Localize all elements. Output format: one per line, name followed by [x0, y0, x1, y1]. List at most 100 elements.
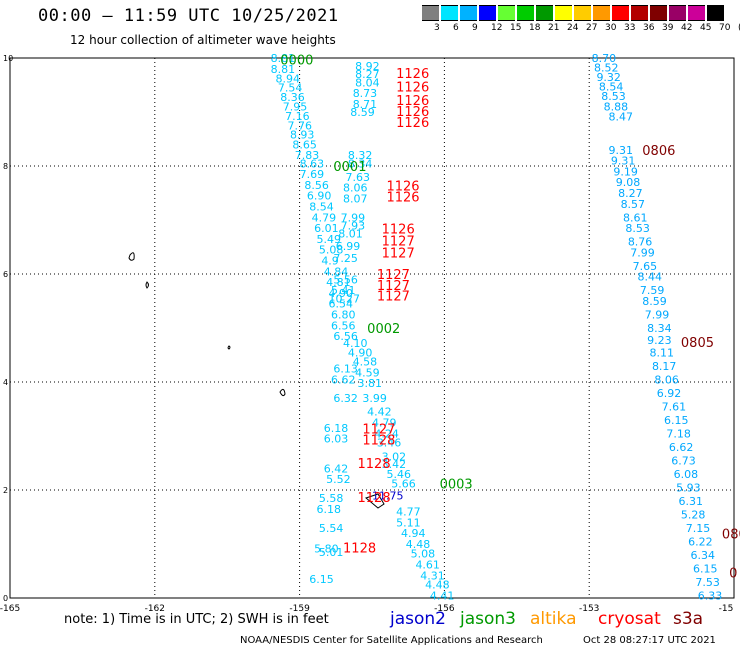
wave-height-value: 6.56 — [331, 319, 356, 332]
wave-height-value: 4.41 — [430, 589, 455, 602]
pass-time-label: 0003 — [440, 478, 473, 493]
pass-time-label: 1127 — [377, 268, 410, 283]
credit-text: NOAA/NESDIS Center for Satellite Applica… — [240, 635, 543, 646]
wave-height-value: 6.15 — [693, 562, 718, 575]
pass-time-label: 0001 — [333, 160, 366, 175]
wave-height-value: 6.01 — [314, 222, 339, 235]
pass-time-label: 080 — [722, 527, 740, 542]
wave-height-value: 8.11 — [650, 346, 675, 359]
wave-height-value: 8.47 — [609, 110, 634, 123]
scale-swatch — [612, 5, 629, 21]
scale-label: 33 — [624, 23, 636, 33]
wave-height-value: 5.11 — [396, 516, 421, 529]
wave-height-value: 8.65 — [292, 138, 317, 151]
wave-height-value: 4.24 — [374, 427, 399, 440]
scale-label: 36 — [643, 23, 655, 33]
satellite-legend-s3a: s3a — [673, 609, 704, 629]
wave-height-value: 8.56 — [304, 179, 329, 192]
wave-height-value: 4.81 — [326, 276, 351, 289]
pass-time-label: 1127 — [362, 423, 395, 438]
wave-height-value: 8.54 — [599, 81, 624, 94]
scale-label: 42 — [681, 23, 693, 33]
pass-time-label: 1128 — [343, 541, 376, 556]
wave-height-value: 11.75 — [372, 489, 404, 502]
wave-height-value: 6.73 — [671, 454, 696, 467]
scale-label: 70 — [719, 23, 731, 33]
wave-height-value: 5.56 — [333, 273, 358, 286]
wave-height-value: 5.49 — [316, 233, 341, 246]
wave-height-value: 9.08 — [616, 176, 641, 189]
wave-height-value: 8.57 — [621, 198, 646, 211]
wave-height-value: 4.48 — [406, 538, 431, 551]
wave-height-value: 6.56 — [333, 330, 358, 343]
wave-height-value: 5.93 — [676, 481, 701, 494]
wave-height-value: 8.63 — [300, 157, 325, 170]
wave-height-value: 6.90 — [307, 190, 332, 203]
y-tick-label: 2 — [3, 486, 8, 495]
wave-height-value: 9.31 — [609, 144, 634, 157]
scale-label: 30 — [605, 23, 617, 33]
wave-height-value: 6.03 — [324, 433, 349, 446]
island-outline — [128, 252, 135, 261]
wave-height-value: 5.52 — [326, 473, 351, 486]
wave-height-value: 8.81 — [271, 52, 296, 65]
wave-height-value: 8.73 — [353, 87, 378, 100]
scale-swatch — [555, 5, 572, 21]
pass-time-label: 1126 — [386, 180, 419, 195]
wave-height-value: 8.53 — [601, 90, 626, 103]
pass-time-label: 0805 — [681, 336, 714, 351]
scale-swatch — [441, 5, 458, 21]
pass-time-label: 0002 — [367, 322, 400, 337]
wave-height-value: 4.84 — [324, 265, 349, 278]
wave-height-value: 6.62 — [669, 441, 694, 454]
wave-height-value: 8.17 — [652, 360, 677, 373]
wave-height-value: 4.10 — [343, 337, 368, 350]
wave-height-value: 8.36 — [280, 91, 305, 104]
y-tick-label: 10 — [3, 54, 13, 63]
wave-height-value: 8.88 — [604, 101, 629, 114]
wave-height-value: 8.59 — [350, 106, 375, 119]
scale-label: 21 — [548, 23, 560, 33]
wave-height-value: 6.99 — [336, 240, 361, 253]
wave-height-value: 8.76 — [628, 236, 653, 249]
wave-height-value: 6.08 — [674, 468, 699, 481]
wave-height-value: 4.59 — [355, 366, 380, 379]
wave-height-value: 6.34 — [691, 549, 716, 562]
wave-height-value: 8.34 — [647, 322, 672, 335]
scale-swatch — [498, 5, 515, 21]
wave-height-value: 8.53 — [625, 222, 650, 235]
map-subtitle: 12 hour collection of altimeter wave hei… — [70, 33, 336, 47]
note-text: note: 1) Time is in UTC; 2) SWH is in fe… — [64, 612, 329, 627]
wave-height-value: 7.15 — [686, 522, 711, 535]
wave-height-value: 6.62 — [331, 373, 356, 386]
wave-height-value: 4.31 — [420, 569, 445, 582]
x-tick-label: -153 — [579, 604, 599, 614]
wave-height-value: 7.83 — [295, 149, 320, 162]
scale-label: 3 — [434, 23, 440, 33]
island-outline — [227, 345, 231, 350]
satellite-legend-jason2: jason2 — [390, 609, 446, 629]
wave-height-value: 6.92 — [657, 387, 682, 400]
wave-height-value: 9.19 — [613, 165, 638, 178]
wave-height-value: 8.59 — [642, 295, 667, 308]
wave-height-value: 6.18 — [316, 503, 341, 516]
wave-height-value: 8.07 — [343, 192, 368, 205]
satellite-legend-cryosat: cryosat — [598, 609, 661, 629]
scale-label: 18 — [529, 23, 541, 33]
wave-height-value: 8.04 — [355, 76, 380, 89]
scale-swatch — [593, 5, 610, 21]
y-tick-label: 0 — [3, 594, 8, 603]
pass-time-label: 0806 — [642, 144, 675, 159]
wave-height-value: 4.77 — [396, 506, 421, 519]
pass-time-label: 0000 — [280, 54, 313, 69]
wave-height-value: 8.32 — [348, 149, 373, 162]
wave-height-value: 5.41 — [331, 284, 356, 297]
island-outline — [279, 388, 286, 397]
wave-height-value: 4.58 — [353, 355, 378, 368]
wave-height-value: 7.76 — [288, 120, 313, 133]
scale-swatch — [574, 5, 591, 21]
scale-label: 24 — [567, 23, 579, 33]
wave-height-value: 6.54 — [329, 298, 354, 311]
wave-height-value: 8.81 — [271, 63, 296, 76]
